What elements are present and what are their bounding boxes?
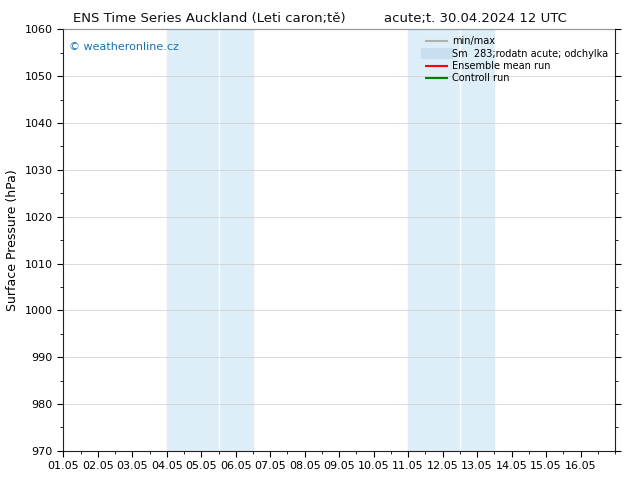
- Bar: [167, 29, 253, 451]
- Text: acute;t. 30.04.2024 12 UTC: acute;t. 30.04.2024 12 UTC: [384, 12, 567, 25]
- Legend: min/max, Sm  283;rodatn acute; odchylka, Ensemble mean run, Controll run: min/max, Sm 283;rodatn acute; odchylka, …: [424, 34, 610, 85]
- Y-axis label: Surface Pressure (hPa): Surface Pressure (hPa): [6, 169, 19, 311]
- Text: ENS Time Series Auckland (Leti caron;tě): ENS Time Series Auckland (Leti caron;tě): [73, 12, 346, 25]
- Bar: [408, 29, 495, 451]
- Text: © weatheronline.cz: © weatheronline.cz: [69, 42, 179, 52]
